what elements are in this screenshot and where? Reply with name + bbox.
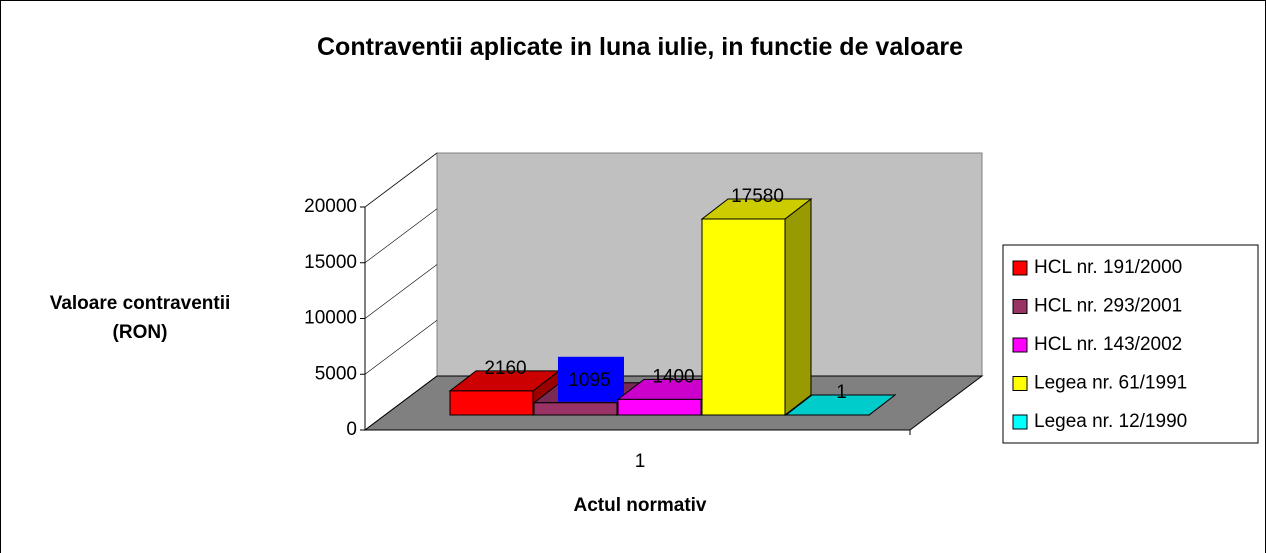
legend-label: HCL nr. 191/2000 bbox=[1034, 257, 1182, 278]
y-tick-label: 20000 bbox=[304, 196, 357, 217]
legend-label: Legea nr. 12/1990 bbox=[1034, 411, 1187, 432]
bar bbox=[617, 398, 702, 416]
y-tick-back bbox=[364, 208, 438, 263]
bar bbox=[701, 218, 786, 416]
data-label: 1400 bbox=[652, 366, 694, 387]
label-background bbox=[558, 356, 624, 402]
data-label: 1 bbox=[836, 382, 847, 403]
x-axis-title: Actul normativ bbox=[573, 495, 707, 516]
y-tick-label: 15000 bbox=[304, 252, 357, 273]
y-tick-label: 5000 bbox=[315, 363, 357, 384]
legend-label: HCL nr. 143/2002 bbox=[1034, 334, 1182, 355]
chart-title: Contraventii aplicate in luna iulie, in … bbox=[317, 33, 963, 61]
y-tick-label: 10000 bbox=[304, 308, 357, 329]
legend-box bbox=[1002, 244, 1259, 444]
data-label: 1095 bbox=[568, 370, 610, 391]
x-tick-label: 1 bbox=[635, 451, 646, 472]
bar-side bbox=[784, 197, 812, 417]
legend-swatch bbox=[1012, 299, 1028, 314]
legend-swatch bbox=[1012, 337, 1028, 353]
y-tick-label: 0 bbox=[346, 419, 357, 440]
data-label: 17580 bbox=[731, 186, 784, 207]
legend-label: HCL nr. 293/2001 bbox=[1034, 296, 1182, 317]
bar bbox=[449, 390, 534, 416]
data-label: 2160 bbox=[484, 358, 526, 379]
legend-swatch bbox=[1012, 376, 1028, 391]
y-axis-title: Valoare contraventii (RON) bbox=[49, 293, 231, 343]
legend-swatch bbox=[1012, 414, 1028, 430]
y-tick-back bbox=[364, 264, 438, 319]
y-tick-back bbox=[364, 152, 438, 208]
bar bbox=[533, 402, 618, 416]
legend-swatch bbox=[1012, 260, 1028, 276]
y-tick-back bbox=[364, 375, 438, 431]
y-tick-back bbox=[364, 320, 438, 375]
legend-label: Legea nr. 61/1991 bbox=[1034, 373, 1187, 394]
